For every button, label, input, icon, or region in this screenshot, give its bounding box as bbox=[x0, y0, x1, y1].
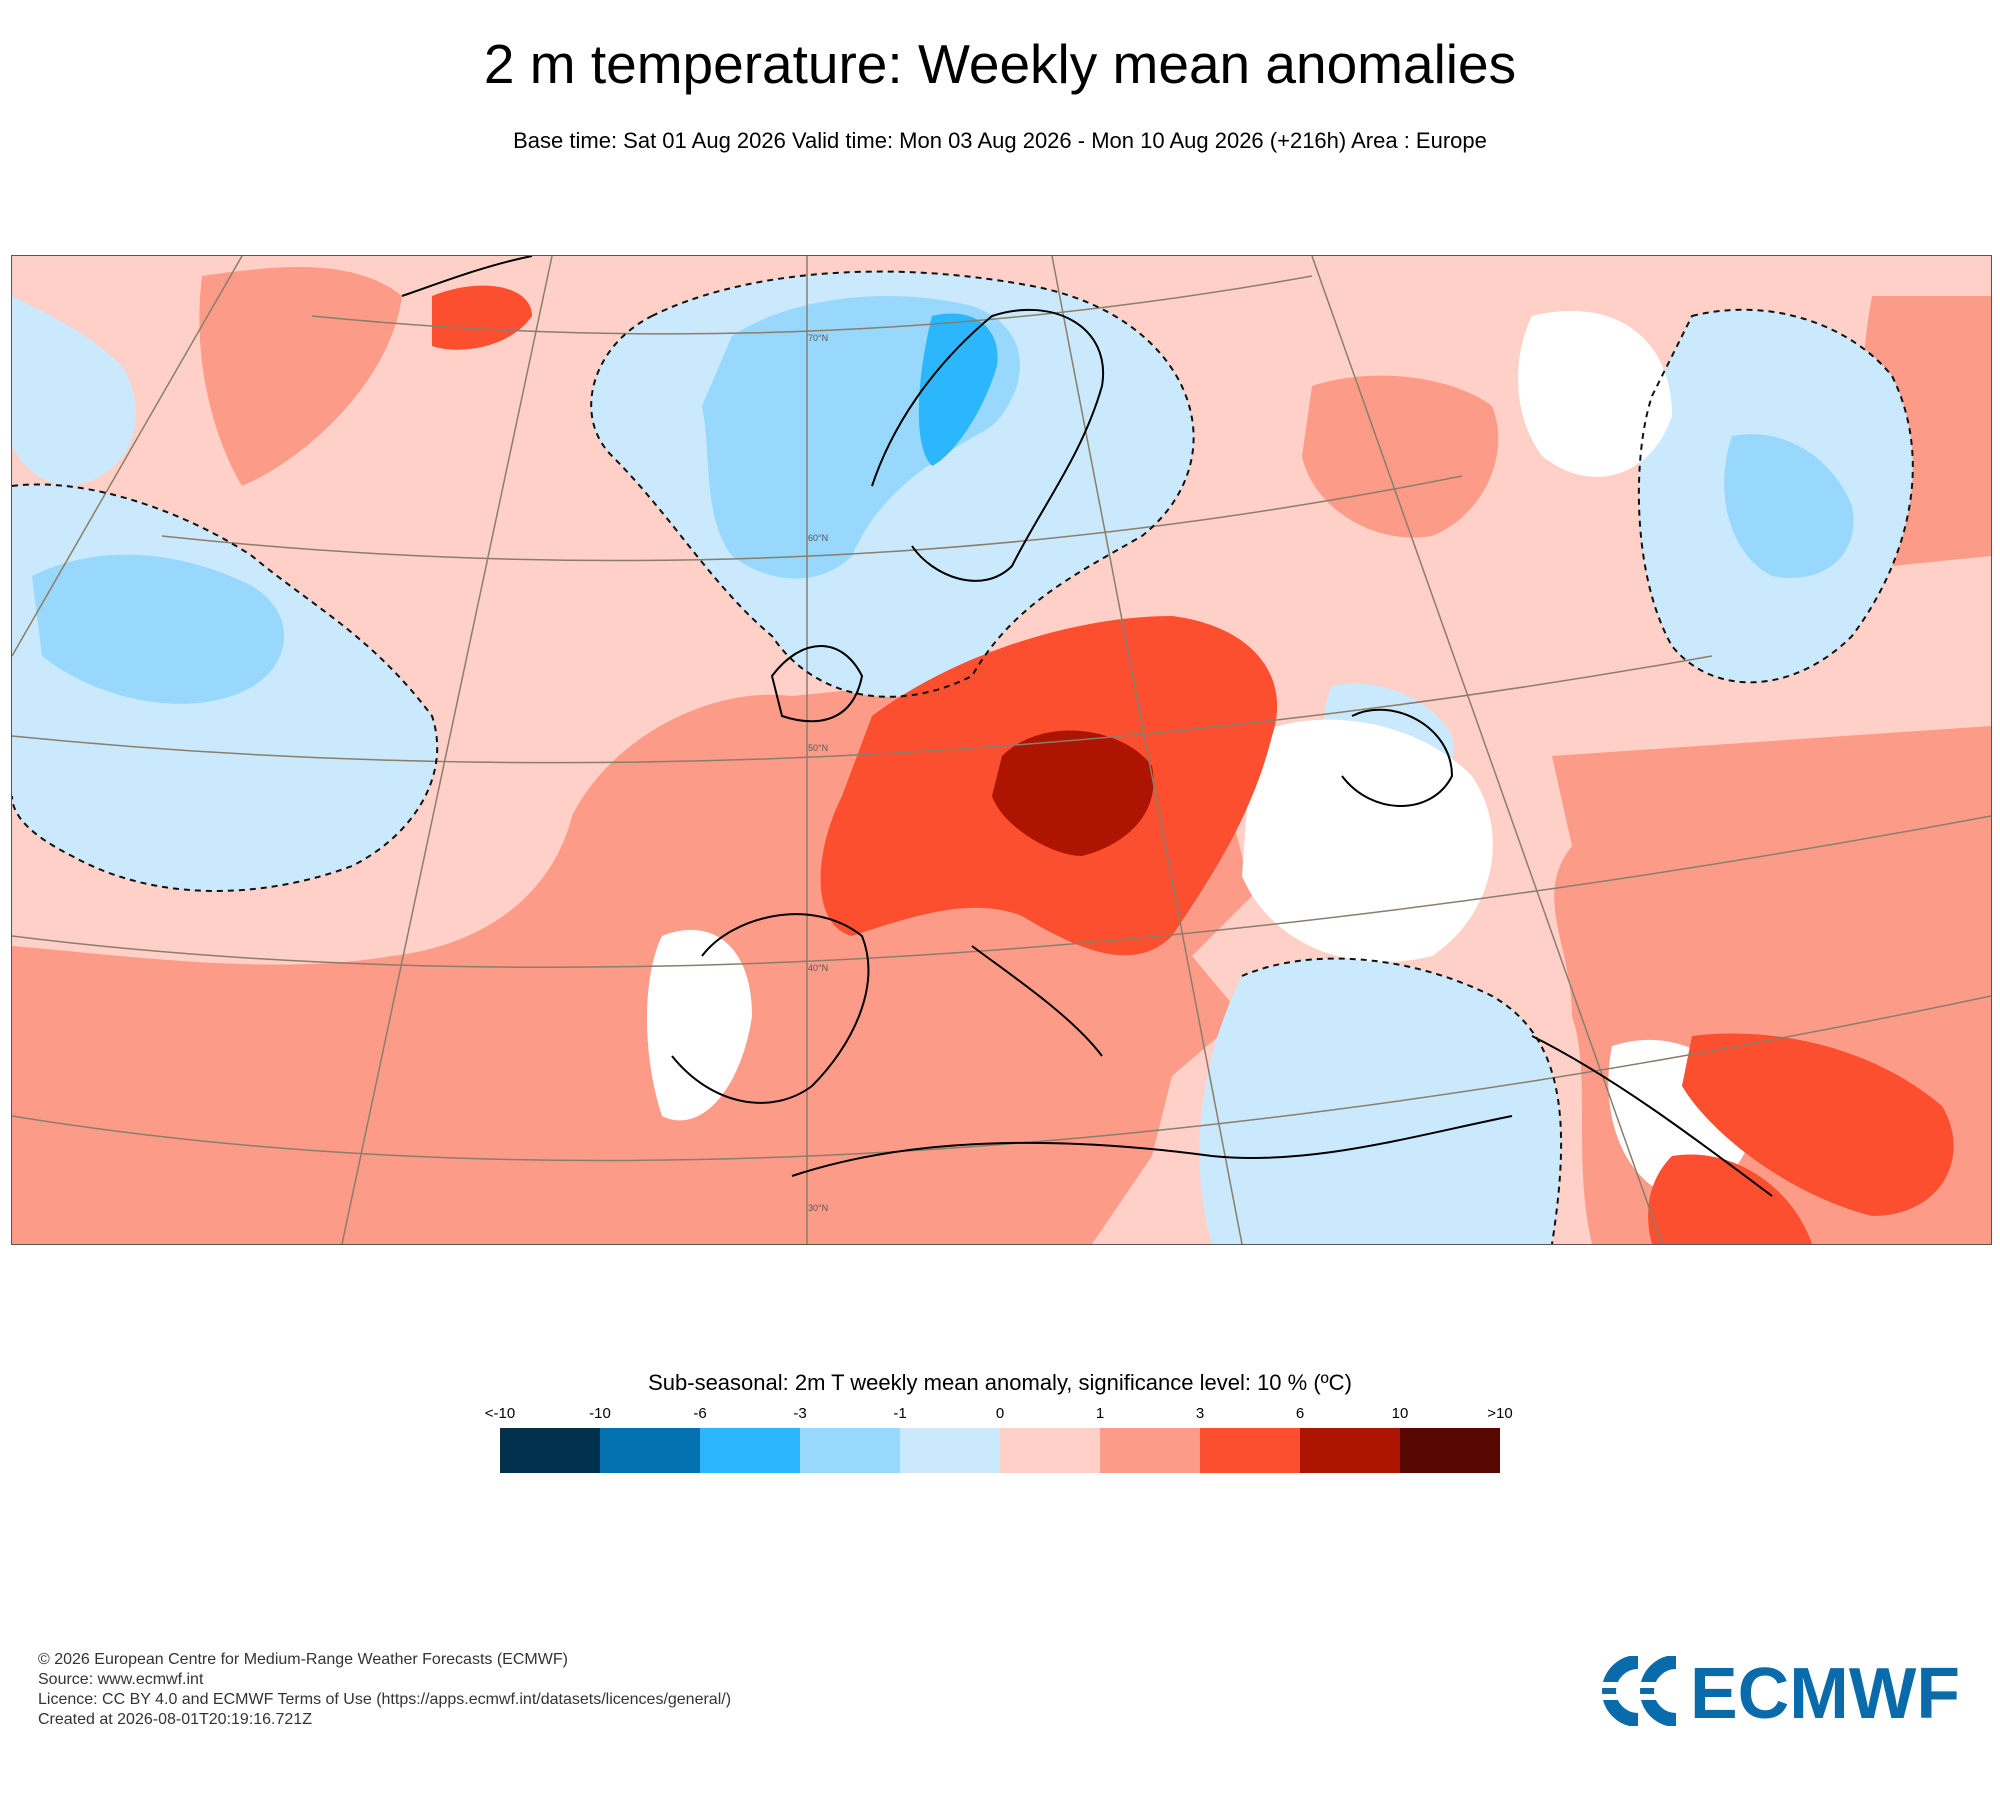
footer-licence: Licence: CC BY 4.0 and ECMWF Terms of Us… bbox=[38, 1691, 732, 1708]
anomaly-fill-lightblue-med bbox=[1199, 958, 1562, 1244]
anomaly-fill-white-balkans bbox=[1242, 719, 1493, 963]
legend-swatch bbox=[900, 1428, 1000, 1473]
legend-title: Sub-seasonal: 2m T weekly mean anomaly, … bbox=[648, 1370, 1352, 1395]
anomaly-map: 70°N 60°N 50°N 40°N 30°N bbox=[12, 256, 1991, 1244]
lat-label-30: 30°N bbox=[808, 1203, 828, 1213]
anomaly-fill-blue-eastrussia bbox=[1724, 434, 1854, 578]
legend-tick-label: 3 bbox=[1195, 1405, 1205, 1422]
anomaly-fill-mediumred-northatlantic bbox=[199, 267, 402, 486]
legend-tick-label: >10 bbox=[1487, 1405, 1513, 1422]
significance-contours bbox=[12, 270, 1914, 1244]
anomaly-fill-red-mideast bbox=[1682, 1033, 1954, 1216]
ecmwf-logo: ECMWF bbox=[1594, 1656, 1960, 1726]
legend-tick-label: <-10 bbox=[484, 1405, 516, 1422]
ecmwf-logo-mark-icon bbox=[1594, 1656, 1677, 1726]
footer-created: Created at 2026-08-01T20:19:16.721Z bbox=[38, 1711, 312, 1728]
legend-swatch bbox=[1000, 1428, 1100, 1473]
legend-swatch bbox=[700, 1428, 800, 1473]
anomaly-fill-red-arabia bbox=[1648, 1154, 1812, 1244]
chart-title: 2 m temperature: Weekly mean anomalies bbox=[483, 33, 1517, 95]
coastlines bbox=[401, 256, 1773, 1197]
legend-swatch bbox=[1100, 1428, 1200, 1473]
legend-tick-label: -6 bbox=[693, 1405, 707, 1422]
legend-swatch bbox=[1200, 1428, 1300, 1473]
legend-tick-label: 0 bbox=[995, 1405, 1005, 1422]
legend-tick-label: -10 bbox=[589, 1405, 611, 1422]
legend-swatch bbox=[600, 1428, 700, 1473]
legend-swatch bbox=[500, 1428, 600, 1473]
anomaly-fill-lightblue-greenland bbox=[12, 296, 136, 486]
legend-swatch bbox=[1400, 1428, 1500, 1473]
footer-copyright: © 2026 European Centre for Medium-Range … bbox=[38, 1651, 568, 1668]
legend-tick-label: 10 bbox=[1391, 1405, 1409, 1422]
anomaly-fill-darkred-core bbox=[992, 730, 1154, 856]
footer: © 2026 European Centre for Medium-Range … bbox=[38, 1650, 731, 1730]
lat-label-60: 60°N bbox=[808, 533, 828, 543]
legend-swatch bbox=[1300, 1428, 1400, 1473]
anomaly-fill-red-greenland bbox=[432, 285, 532, 350]
legend-swatch bbox=[800, 1428, 900, 1473]
lat-label-50: 50°N bbox=[808, 743, 828, 753]
anomaly-fill-blue-norway bbox=[918, 313, 998, 466]
footer-source: Source: www.ecmwf.int bbox=[38, 1671, 204, 1688]
anomaly-fill-blue-atlantic bbox=[32, 554, 285, 704]
legend-tick-label: -1 bbox=[893, 1405, 907, 1422]
lat-label-40: 40°N bbox=[808, 963, 828, 973]
legend-tick-label: 6 bbox=[1295, 1405, 1305, 1422]
legend-colorbar bbox=[500, 1428, 1500, 1473]
legend-tick-labels: <-10 -10 -6 -3 -1 0 1 3 6 10 >10 bbox=[0, 1405, 2000, 1425]
anomaly-fill-white-iberia bbox=[647, 929, 752, 1121]
map-panel: 70°N 60°N 50°N 40°N 30°N bbox=[11, 255, 1992, 1245]
chart-subtitle: Base time: Sat 01 Aug 2026 Valid time: M… bbox=[513, 128, 1487, 153]
legend-tick-label: -3 bbox=[793, 1405, 807, 1422]
anomaly-fill-white-russia bbox=[1518, 310, 1672, 477]
lat-label-70: 70°N bbox=[808, 333, 828, 343]
legend-tick-label: 1 bbox=[1095, 1405, 1105, 1422]
ecmwf-logo-text: ECMWF bbox=[1690, 1656, 1960, 1726]
